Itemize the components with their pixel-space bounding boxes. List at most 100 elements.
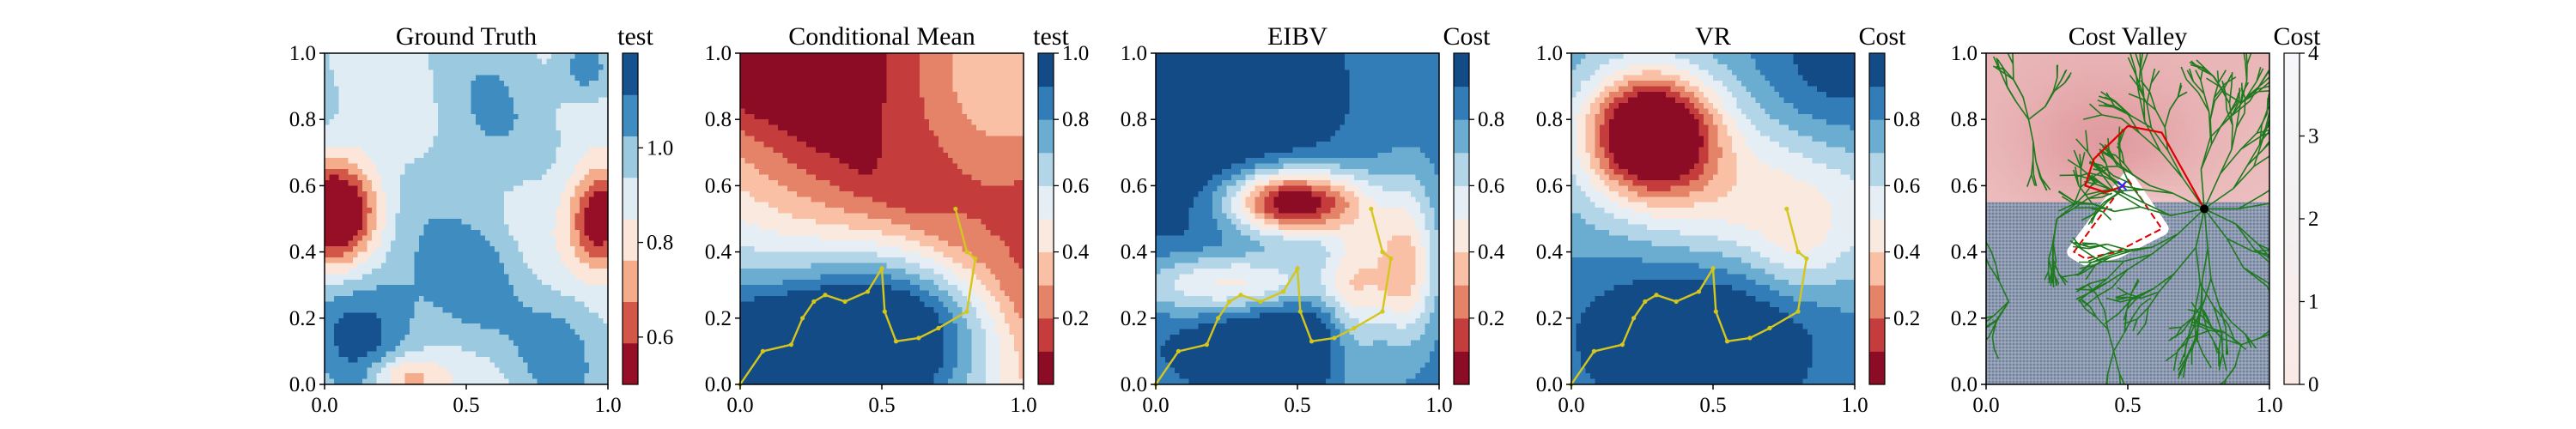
x-tick-label: 0.5 <box>453 394 479 417</box>
colorbar-level <box>1454 351 1469 384</box>
colorbar-gradient <box>2284 53 2300 384</box>
y-tick-label: 0.8 <box>1536 108 1563 131</box>
path-waypoint <box>1369 207 1373 211</box>
y-tick-label: 0.6 <box>705 174 732 197</box>
colorbar-level <box>1038 53 1054 87</box>
colorbar-level <box>1038 318 1054 352</box>
tree-edge <box>2274 124 2284 136</box>
tree-edge <box>2075 289 2092 290</box>
path-waypoint <box>1332 335 1336 340</box>
path-waypoint <box>936 326 940 330</box>
path-waypoint <box>1725 339 1729 343</box>
tree-edge <box>2053 242 2054 259</box>
tree-edge <box>2190 325 2199 326</box>
path-waypoint <box>761 349 765 353</box>
panel-title: Ground Truth <box>396 22 537 51</box>
y-tick-label: 0.6 <box>1536 174 1563 197</box>
y-tick-label: 0.2 <box>705 307 732 330</box>
heatmap-cells-2 <box>1156 53 1440 385</box>
tree-edge <box>2275 88 2282 99</box>
tree-edge <box>2117 298 2128 299</box>
panel-title: VR <box>1695 22 1731 51</box>
x-tick-label: 0.0 <box>1972 394 1999 417</box>
tree-edge <box>2271 84 2275 99</box>
tree-edge <box>2270 104 2271 116</box>
colorbar-level <box>1454 285 1469 318</box>
path-waypoint <box>953 207 957 211</box>
y-tick-label: 0.4 <box>705 241 732 264</box>
path-waypoint <box>1674 299 1679 304</box>
tree-edge <box>2271 99 2275 117</box>
path-waypoint <box>800 316 805 320</box>
y-tick-label: 0.2 <box>1951 307 1978 330</box>
y-tick-label: 0.8 <box>1951 108 1978 131</box>
y-tick-label: 0.0 <box>1536 373 1563 396</box>
colorbar-tick-label: 0.8 <box>1893 108 1920 131</box>
path-waypoint <box>789 342 793 347</box>
figure-panels: 0.0 0.5 1.0 0.0 0.2 0.4 0.6 0.8 1.0 Ground Truth 0… <box>289 22 2321 417</box>
path-waypoint <box>973 257 977 261</box>
x-tick-label: 1.0 <box>594 394 621 417</box>
tree-edge <box>2216 393 2223 402</box>
colorbar-level <box>623 302 638 344</box>
colorbar-tick-label: 0.6 <box>1893 174 1920 197</box>
y-tick-label: 0.8 <box>705 108 732 131</box>
colorbar-tick-label: 0.4 <box>1062 241 1090 264</box>
tree-edge <box>2274 116 2281 119</box>
colorbar-level <box>1038 285 1054 318</box>
colorbar-level <box>1869 252 1885 286</box>
colorbar-tick-label: 0.6 <box>647 326 673 349</box>
y-tick-label: 0.0 <box>289 373 316 396</box>
tree-edge <box>2013 64 2014 80</box>
path-waypoint <box>1352 326 1356 330</box>
path-waypoint <box>1714 309 1718 313</box>
colorbar-level <box>1869 219 1885 252</box>
path-waypoint <box>964 309 969 313</box>
path-waypoint <box>1380 250 1384 254</box>
colorbar-tick-label: 0.6 <box>1062 174 1089 197</box>
colorbar-level <box>1869 87 1885 120</box>
tree-edge <box>2246 50 2247 64</box>
path-waypoint <box>1654 293 1658 297</box>
path-waypoint <box>1388 257 1393 261</box>
colorbar-level <box>1454 252 1469 286</box>
path-waypoint <box>1216 316 1220 320</box>
tree-edge <box>2268 283 2282 304</box>
tree-edge <box>2057 65 2058 78</box>
path-waypoint <box>843 299 848 304</box>
y-tick-label: 0.2 <box>289 307 316 330</box>
tree-edge <box>2274 260 2283 277</box>
path-waypoint <box>1259 299 1263 304</box>
colorbar-tick-label: 0.8 <box>647 232 673 255</box>
colorbar-title: Cost <box>1858 22 1906 51</box>
x-tick-label: 0.0 <box>1142 394 1169 417</box>
colorbar-level <box>1869 351 1885 384</box>
heatmap-cells-1 <box>740 53 1024 385</box>
y-tick-label: 0.0 <box>1951 373 1978 396</box>
colorbar-tick-label: 0.8 <box>1478 108 1504 131</box>
colorbar-tick-label: 2 <box>2308 208 2319 231</box>
y-tick-label: 0.4 <box>1536 241 1564 264</box>
path-waypoint <box>1804 257 1808 261</box>
colorbar-level <box>1454 318 1469 352</box>
colorbar-level <box>1038 87 1054 120</box>
colorbar-tick-label: 1 <box>2308 291 2319 314</box>
colorbar-tick-label: 0.4 <box>1478 241 1505 264</box>
tree-edge <box>2242 82 2243 93</box>
path-waypoint <box>964 250 969 254</box>
path-waypoint <box>1631 316 1636 320</box>
colorbar-tick-label: 1.0 <box>647 136 673 160</box>
x-tick-label: 0.5 <box>1284 394 1310 417</box>
path-waypoint <box>1205 342 1209 347</box>
y-tick-label: 0.2 <box>1121 307 1147 330</box>
y-tick-label: 0.6 <box>1121 174 1147 197</box>
path-waypoint <box>1795 250 1800 254</box>
tree-edge <box>2280 113 2281 124</box>
